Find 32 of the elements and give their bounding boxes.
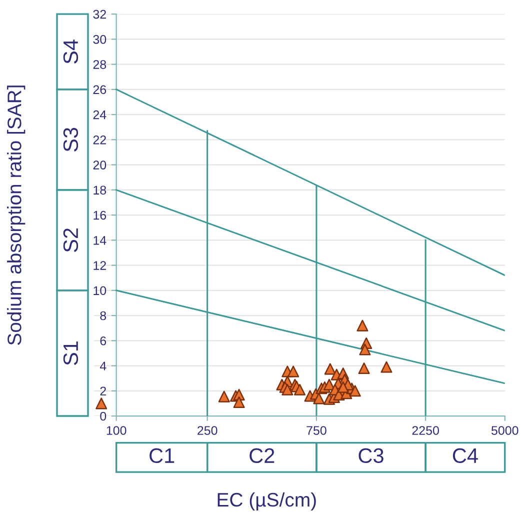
y-tick-label: 26 — [93, 85, 106, 94]
y-tick-label: 14 — [94, 236, 106, 245]
y-tick-label: 32 — [93, 10, 106, 19]
y-tick-label: 2 — [100, 386, 106, 396]
x-tick-label: 5000 — [491, 426, 518, 435]
x-tick-label: 750 — [306, 426, 326, 435]
y-axis-title: Sodium absorption ratio [SAR] — [7, 86, 26, 345]
y-tick-label: 24 — [93, 110, 106, 120]
y-tick-label: 10 — [94, 286, 106, 296]
y-tick-label: 8 — [100, 311, 106, 320]
x-tick-label: 250 — [198, 426, 218, 435]
y-tick-label: 0 — [100, 412, 106, 421]
y-tick-label: 22 — [93, 135, 106, 144]
text: S1 — [63, 341, 78, 366]
y-tick-label: 12 — [94, 261, 106, 270]
text: S4 — [63, 40, 78, 64]
text: C4 — [452, 448, 478, 464]
text: S2 — [63, 228, 78, 252]
x-tick-label: 2250 — [412, 426, 439, 435]
y-tick-label: 30 — [93, 34, 106, 44]
text: C1 — [150, 448, 174, 464]
text: C2 — [250, 448, 274, 464]
y-tick-label: 18 — [94, 186, 106, 195]
y-tick-label: 20 — [93, 160, 106, 170]
text: C3 — [358, 448, 384, 464]
text: S3 — [63, 128, 78, 152]
y-tick-label: 6 — [100, 336, 106, 346]
x-axis-title: EC (µS/cm) — [218, 492, 316, 511]
y-tick-label: 28 — [93, 60, 106, 69]
x-tick-label: 100 — [106, 426, 126, 435]
y-tick-label: 4 — [100, 362, 106, 370]
y-tick-label: 16 — [94, 210, 106, 220]
